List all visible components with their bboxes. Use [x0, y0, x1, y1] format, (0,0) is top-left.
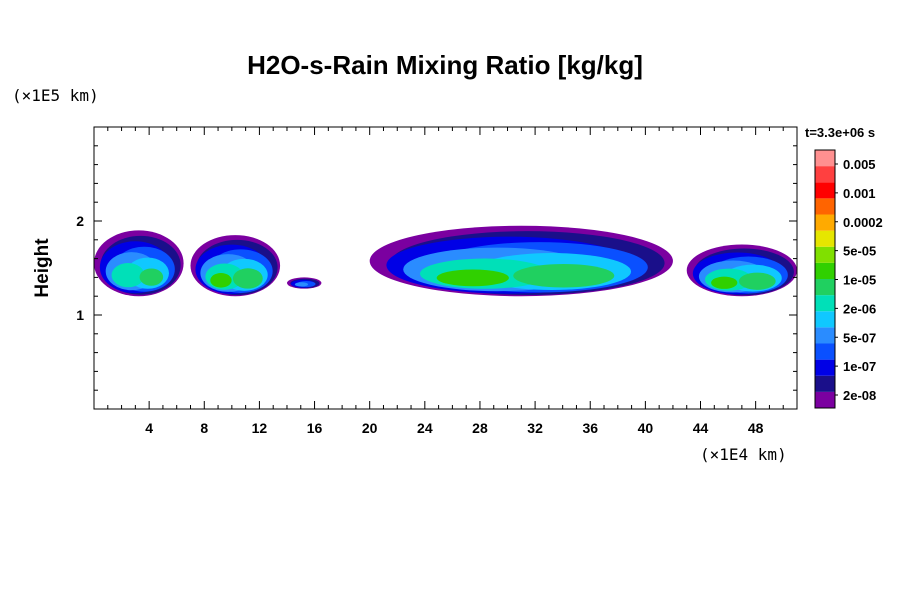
colorbar: 0.005 0.001 0.0002 5e-05 1e-05 2e-06 5e-07 1e-0…: [814, 149, 883, 409]
colorbar-label: 0.0002: [843, 215, 883, 230]
colorbar-swatch: [815, 150, 835, 167]
contour-level-7: [232, 268, 263, 289]
colorbar-label: 2e-08: [843, 388, 876, 403]
colorbar-swatch: [815, 230, 835, 247]
y-axis-label: Height: [32, 238, 53, 298]
colorbar-label: 5e-05: [843, 244, 876, 259]
contour-level-7: [139, 268, 164, 286]
colorbar-swatch: [815, 246, 835, 263]
plot-area: [94, 225, 797, 297]
colorbar-swatch: [815, 279, 835, 296]
contour-level-7: [513, 264, 615, 288]
colorbar-label: 0.001: [843, 186, 876, 201]
x-tick-label: 12: [252, 420, 268, 436]
colorbar-swatch: [815, 327, 835, 344]
x-tick-label: 36: [582, 420, 598, 436]
contour-level-6: [111, 263, 145, 288]
x-tick-label: 24: [417, 420, 433, 436]
y-tick-label: 1: [76, 307, 84, 323]
y-tick-label: 2: [76, 213, 84, 229]
x-tick-label: 8: [200, 420, 208, 436]
cloud-region: [94, 230, 184, 297]
cloud-region: [369, 225, 673, 297]
colorbar-swatch: [815, 198, 835, 215]
colorbar-label: 5e-07: [843, 330, 876, 345]
colorbar-swatch: [815, 262, 835, 279]
x-tick-label: 20: [362, 420, 378, 436]
colorbar-swatch: [815, 391, 835, 408]
colorbar-swatch: [815, 182, 835, 199]
colorbar-label: 0.005: [843, 157, 876, 172]
chart-title: H2O-s-Rain Mixing Ratio [kg/kg]: [247, 50, 643, 80]
colorbar-label: 1e-05: [843, 273, 876, 288]
colorbar-swatch: [815, 375, 835, 392]
colorbar-swatch: [815, 359, 835, 376]
contour-level-8: [711, 276, 738, 289]
colorbar-swatch: [815, 214, 835, 231]
x-tick-label: 28: [472, 420, 488, 436]
colorbar-swatch: [815, 311, 835, 328]
contour-level-8: [210, 273, 232, 288]
cloud-region: [686, 244, 797, 297]
cloud-region: [190, 235, 281, 297]
contour-level-4: [294, 282, 309, 287]
y-unit-label: (×1E5 km): [12, 86, 99, 105]
x-tick-label: 44: [693, 420, 709, 436]
x-tick-label: 4: [145, 420, 153, 436]
x-tick-label: 48: [748, 420, 764, 436]
plot-frame: [93, 126, 798, 410]
colorbar-label: 1e-07: [843, 359, 876, 374]
x-tick-label: 40: [638, 420, 654, 436]
colorbar-swatch: [815, 166, 835, 183]
colorbar-label: 2e-06: [843, 301, 876, 316]
x-tick-label: 32: [527, 420, 543, 436]
colorbar-title: t=3.3e+06 s: [805, 125, 875, 140]
cloud-region: [286, 277, 322, 289]
colorbar-swatch: [815, 295, 835, 312]
contour-level-7: [738, 272, 776, 290]
x-tick-label: 16: [307, 420, 323, 436]
x-unit-label: (×1E4 km): [700, 445, 787, 464]
colorbar-swatch: [815, 343, 835, 360]
contour-level-8: [436, 269, 509, 287]
